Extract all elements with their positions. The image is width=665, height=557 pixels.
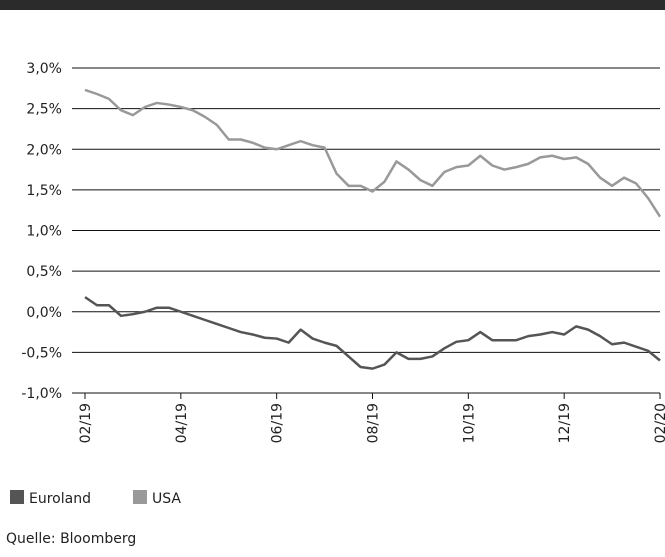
y-tick-label: 1,0% [26, 224, 62, 240]
x-tick-label: 02/20 [653, 403, 665, 443]
y-tick-label: 2,5% [26, 102, 62, 118]
legend-swatch [132, 490, 147, 504]
legend-label: Euroland [29, 491, 91, 507]
y-tick-label: 3,0% [26, 61, 62, 77]
y-tick-label: -0,5% [21, 345, 62, 361]
x-tick-label: 04/19 [174, 403, 190, 443]
source: Quelle: Bloomberg [6, 531, 136, 547]
top-bar [0, 0, 665, 10]
legend-label: USA [152, 491, 181, 507]
x-tick-label: 12/19 [557, 403, 573, 443]
line [84, 296, 661, 370]
x-tick-label: 06/19 [270, 403, 286, 443]
y-tick-label: 0,0% [26, 305, 62, 321]
y-tick-label: 1,5% [26, 183, 62, 199]
y-tick-label: -1,0% [21, 386, 62, 402]
line [84, 88, 662, 218]
x-tick-label: 02/19 [78, 403, 94, 443]
y-tick-label: 0,5% [26, 264, 62, 280]
y-tick-label: 2,0% [26, 142, 62, 158]
x-tick-label: 08/19 [366, 403, 382, 443]
legend-swatch [10, 490, 24, 504]
x-tick-label: 10/19 [461, 403, 477, 443]
